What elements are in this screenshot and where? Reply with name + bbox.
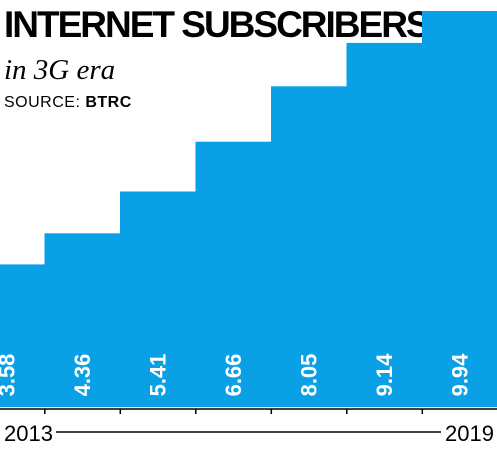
x-tick-label-start: 2013 (4, 421, 53, 446)
bar-value-label: 9.94 (448, 353, 473, 397)
bar (346, 42, 423, 408)
source-value: BTRC (85, 94, 132, 111)
chart-subtitle: in 3G era (4, 54, 116, 86)
bar (271, 86, 347, 408)
bar (195, 141, 272, 407)
x-tick-label-end: 2019 (445, 421, 494, 446)
source-prefix: SOURCE: (4, 94, 86, 111)
bar (422, 11, 497, 407)
bar-value-label: 4.36 (70, 354, 95, 397)
chart-title: INTERNET SUBSCRIBERS (4, 4, 431, 45)
source-line: SOURCE: BTRC (4, 95, 132, 111)
bar-value-label: 8.05 (297, 354, 322, 397)
bar-value-label: 5.41 (146, 354, 171, 397)
bar (0, 264, 45, 407)
bar (120, 191, 196, 407)
bar-value-label: 9.14 (372, 353, 397, 397)
bar (44, 233, 121, 407)
bar-value-label: 3.58 (0, 354, 20, 397)
bar-value-label: 6.66 (221, 354, 246, 397)
